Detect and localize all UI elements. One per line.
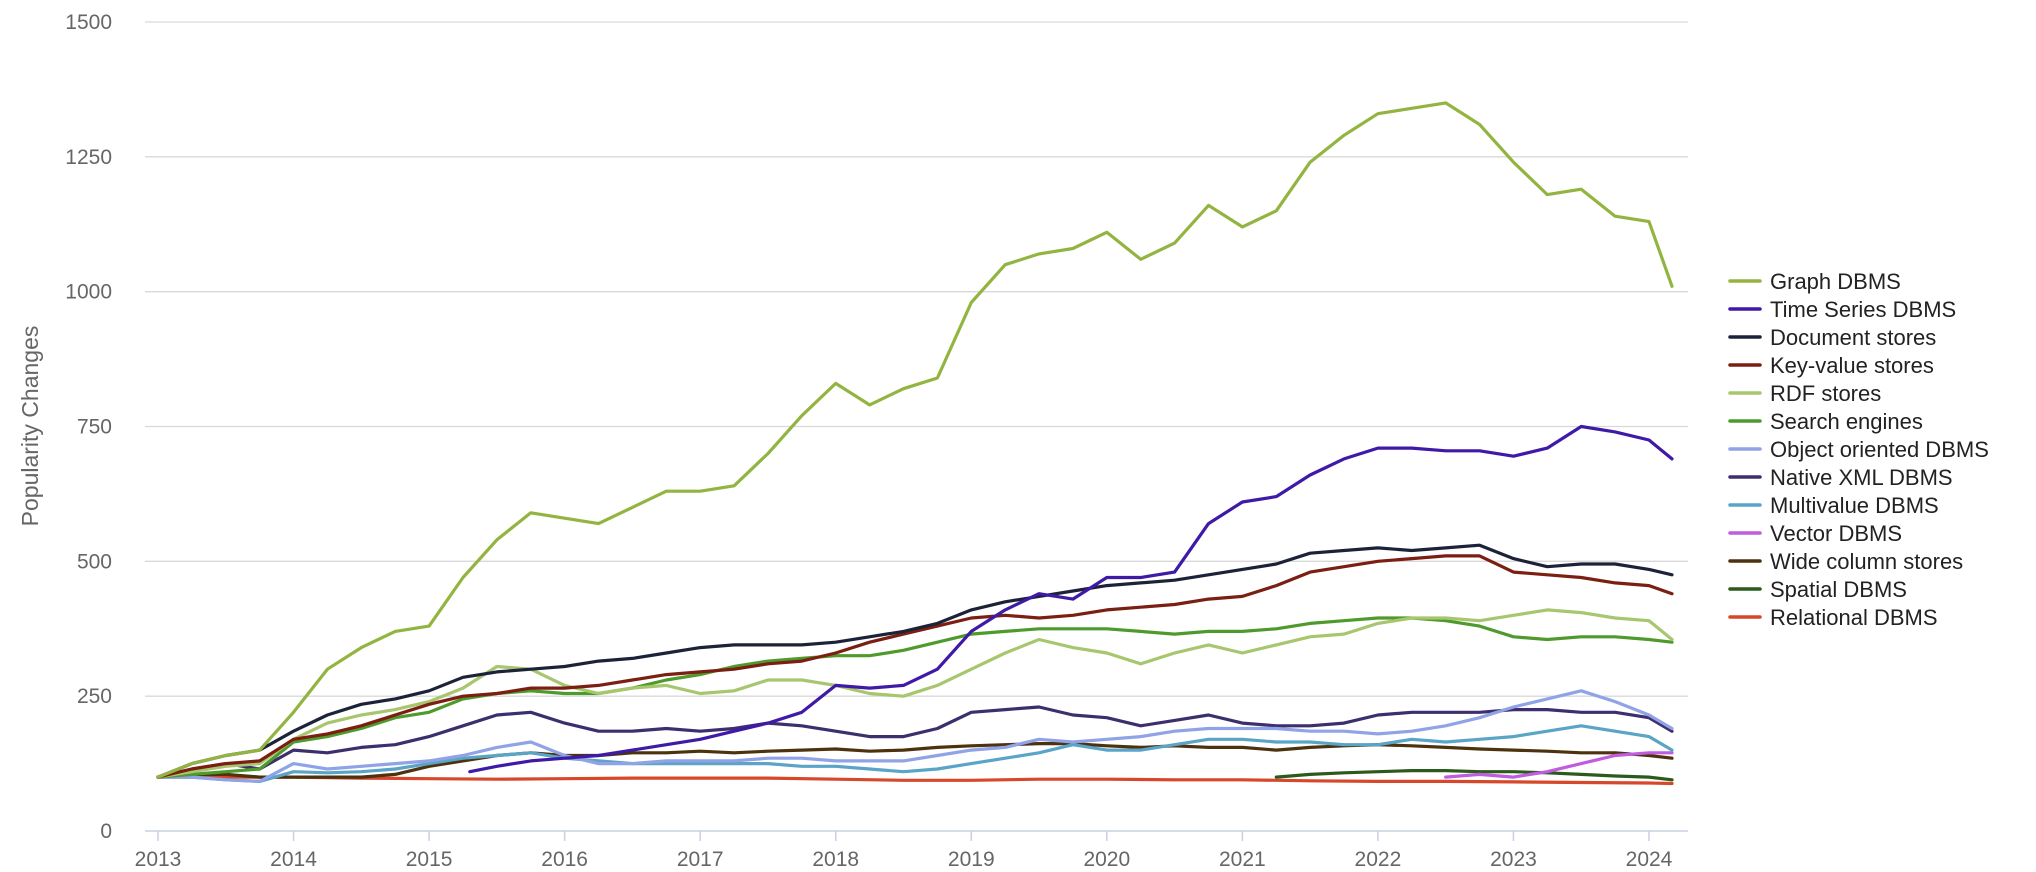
x-tick-label: 2021 (1219, 848, 1266, 871)
y-tick-label: 1500 (65, 11, 112, 34)
gridlines (145, 21, 1688, 697)
x-tick-label: 2013 (135, 848, 182, 871)
series-line-rdf-stores (156, 608, 1674, 779)
series-line-wide-column-stores (156, 742, 1674, 779)
series-line-search-engines (156, 616, 1674, 779)
x-tick-label: 2014 (270, 848, 317, 871)
legend-label: Wide column stores (1770, 549, 1963, 574)
y-tick-label: 1250 (65, 146, 112, 169)
legend-item[interactable]: Wide column stores (1728, 549, 1963, 574)
legend-item[interactable]: Time Series DBMS (1728, 297, 1956, 322)
legend-item[interactable]: RDF stores (1728, 381, 1881, 406)
legend-label: Relational DBMS (1770, 605, 1938, 630)
legend-label: RDF stores (1770, 381, 1881, 406)
x-tick-label: 2019 (948, 848, 995, 871)
legend-item[interactable]: Object oriented DBMS (1728, 437, 1989, 462)
series-line-object-oriented-dbms (156, 689, 1674, 783)
series-line-multivalue-dbms (156, 724, 1674, 783)
series-line-time-series-dbms (468, 424, 1674, 774)
series-line-native-xml-dbms (156, 705, 1674, 779)
legend-label: Graph DBMS (1770, 269, 1901, 294)
legend-item[interactable]: Document stores (1728, 325, 1936, 350)
x-tick-label: 2023 (1490, 848, 1537, 871)
y-tick-label: 0 (100, 820, 112, 843)
legend-label: Document stores (1770, 325, 1936, 350)
x-tick-label: 2024 (1626, 848, 1673, 871)
series-lines (156, 101, 1674, 786)
legend-item[interactable]: Graph DBMS (1728, 269, 1901, 294)
legend-item[interactable]: Relational DBMS (1728, 605, 1938, 630)
x-axis: 2013 2014 2015 2016 2017 2018 2019 2020 2021 2022… (135, 830, 1688, 871)
series-line-spatial-dbms (1274, 769, 1674, 782)
series-line-document-stores (156, 543, 1674, 779)
legend: Graph DBMS Time Series DBMS Document store… (1728, 269, 1989, 630)
legend-item[interactable]: Spatial DBMS (1728, 577, 1907, 602)
x-tick-label: 2015 (406, 848, 453, 871)
legend-label: Native XML DBMS (1770, 465, 1953, 490)
legend-label: Time Series DBMS (1770, 297, 1956, 322)
x-tick-label: 2020 (1083, 848, 1130, 871)
legend-label: Search engines (1770, 409, 1923, 434)
legend-item[interactable]: Vector DBMS (1728, 521, 1902, 546)
legend-label: Key-value stores (1770, 353, 1934, 378)
series-line-key-value-stores (156, 554, 1674, 779)
y-axis-tick-labels: 0 250 500 750 1000 1250 1500 (65, 11, 112, 843)
legend-item[interactable]: Search engines (1728, 409, 1923, 434)
y-tick-label: 1000 (65, 281, 112, 304)
legend-label: Spatial DBMS (1770, 577, 1907, 602)
legend-item[interactable]: Key-value stores (1728, 353, 1934, 378)
legend-item[interactable]: Multivalue DBMS (1728, 493, 1939, 518)
x-tick-label: 2016 (541, 848, 588, 871)
y-tick-label: 750 (77, 416, 112, 439)
series-line-graph-dbms (156, 101, 1674, 779)
x-tick-label: 2022 (1355, 848, 1402, 871)
series-line-relational-dbms (156, 775, 1674, 786)
series-line-vector-dbms (1444, 751, 1674, 779)
legend-label: Multivalue DBMS (1770, 493, 1939, 518)
y-tick-label: 500 (77, 550, 112, 573)
x-tick-label: 2017 (677, 848, 724, 871)
y-tick-label: 250 (77, 685, 112, 708)
legend-label: Vector DBMS (1770, 521, 1902, 546)
y-axis-label: Popularity Changes (17, 326, 43, 527)
x-tick-label: 2018 (812, 848, 859, 871)
legend-label: Object oriented DBMS (1770, 437, 1989, 462)
legend-item[interactable]: Native XML DBMS (1728, 465, 1953, 490)
